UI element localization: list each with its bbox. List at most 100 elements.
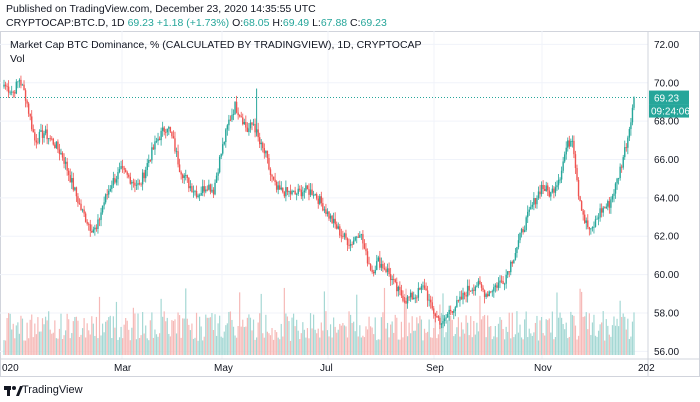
volume-bar <box>282 336 284 355</box>
volume-bar <box>567 338 569 355</box>
candle <box>44 125 47 136</box>
volume-bar <box>175 333 178 355</box>
candle <box>77 193 79 207</box>
low-value: 67.88 <box>320 17 348 29</box>
volume-bar <box>180 337 182 355</box>
volume-bar <box>394 314 396 355</box>
volume-bar <box>579 288 581 355</box>
candle <box>175 147 178 157</box>
volume-bar <box>573 315 575 355</box>
volume-bar <box>122 338 124 355</box>
volume-bar <box>397 339 399 355</box>
volume-bar <box>399 339 401 355</box>
open-label: O: <box>232 17 244 29</box>
volume-bar <box>286 316 289 355</box>
x-tick-label: Nov <box>534 363 552 374</box>
close-value: 69.23 <box>360 17 387 29</box>
time-axis[interactable]: 020 Mar May Jul Sep Nov 202 <box>2 363 655 374</box>
volume-bar <box>44 316 47 355</box>
volume-bar <box>118 337 121 355</box>
volume-bar <box>531 335 533 355</box>
candle <box>135 180 138 191</box>
volume-bar <box>91 316 93 355</box>
candle <box>243 118 245 125</box>
volume-bar <box>17 322 19 355</box>
volume-bar <box>88 330 90 355</box>
candle <box>120 160 122 170</box>
volume-bar <box>260 293 262 355</box>
candle <box>208 179 210 191</box>
candle <box>177 144 179 168</box>
candle <box>342 230 344 239</box>
volume-bar <box>508 312 510 355</box>
volume-bar <box>574 325 577 355</box>
volume-bar <box>474 334 476 355</box>
candle <box>34 128 36 146</box>
volume-bar <box>504 339 506 355</box>
candle <box>52 137 54 146</box>
volume-bar <box>69 338 71 355</box>
volume-bar <box>465 315 467 355</box>
candle <box>610 196 612 214</box>
candle <box>165 128 167 139</box>
candle <box>71 171 73 190</box>
volume-bar <box>403 293 406 355</box>
volume-bar <box>339 323 341 355</box>
candle <box>129 172 132 185</box>
price-axis[interactable]: 72.00 70.00 68.00 66.00 64.00 62.00 60.00 58.00… <box>654 40 679 358</box>
candle <box>540 181 543 197</box>
x-tick-label: Mar <box>114 363 132 374</box>
candle <box>542 180 544 194</box>
volume-bar <box>100 335 102 355</box>
candle <box>614 182 617 199</box>
candle <box>138 179 141 186</box>
volume-bar <box>160 298 162 355</box>
volume-bar <box>510 338 512 355</box>
candle <box>514 247 517 261</box>
candle <box>419 287 421 291</box>
volume-bar <box>306 328 309 355</box>
volume-bar <box>296 319 298 355</box>
footer-brand[interactable]: TradingView <box>22 384 83 396</box>
candle <box>352 236 355 245</box>
volume-bar <box>426 331 429 355</box>
volume-bar <box>203 336 205 355</box>
candle <box>178 158 181 173</box>
price-chart[interactable]: 72.00 70.00 68.00 66.00 64.00 62.00 60.00 58.00… <box>0 31 700 377</box>
candle <box>252 118 255 126</box>
volume-bar <box>368 316 370 355</box>
volume-bar <box>26 322 28 355</box>
candle <box>202 179 204 197</box>
candle <box>465 291 467 303</box>
candle <box>534 197 537 209</box>
volume-bar <box>226 323 228 355</box>
candle <box>456 295 458 308</box>
volume-bar <box>148 340 150 355</box>
volume-bar <box>559 312 561 355</box>
volume-bar <box>587 329 589 355</box>
volume-bar <box>197 340 199 355</box>
volume-bar <box>337 329 339 355</box>
candle <box>75 186 78 202</box>
volume-bar <box>588 313 590 355</box>
volume-bar <box>577 335 580 355</box>
candle <box>72 172 75 192</box>
volume-bar <box>483 314 486 355</box>
candle <box>55 141 58 150</box>
volume-bar <box>72 321 74 355</box>
candle <box>111 180 113 193</box>
volume-bar <box>488 326 490 355</box>
volume-bar <box>326 330 329 355</box>
countdown-text: 09:24:06 <box>651 107 690 118</box>
candle <box>329 213 332 223</box>
candle <box>383 262 386 271</box>
volume-bar <box>459 336 461 355</box>
candle <box>539 184 541 199</box>
candle <box>604 206 606 209</box>
candle <box>423 278 426 290</box>
volume-bar <box>166 317 168 355</box>
candle <box>185 169 187 181</box>
candle <box>38 129 41 145</box>
candle <box>114 173 116 185</box>
candle <box>168 125 170 136</box>
